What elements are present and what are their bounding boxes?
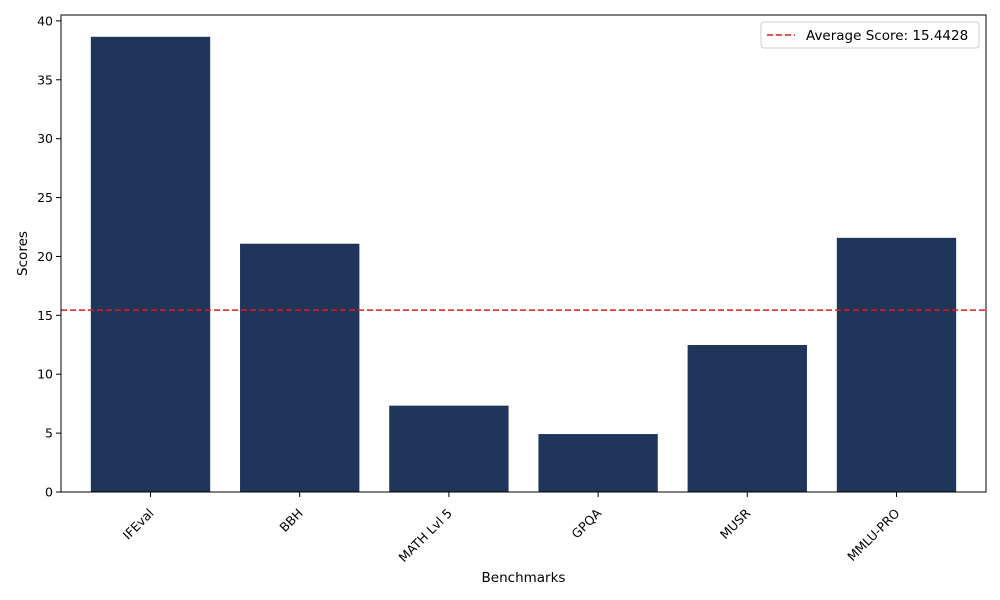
bar-bbh <box>240 243 360 492</box>
bar-mmlu-pro <box>836 237 957 492</box>
bar-musr <box>687 345 807 492</box>
bar-ifeval <box>90 36 211 493</box>
y-tick-label: 10 <box>37 367 53 382</box>
x-tick-label: IFEval <box>120 506 157 543</box>
x-tick-label: MMLU-PRO <box>844 505 903 564</box>
x-axis-ticks: IFEval BBH MATH Lvl 5 GPQA MUSR MMLU-PRO <box>120 492 903 565</box>
legend-label: Average Score: 15.4428 <box>806 28 968 44</box>
bars <box>90 36 957 493</box>
bar-gpqa <box>538 434 658 492</box>
plot-frame <box>60 14 987 493</box>
y-tick-label: 30 <box>37 131 53 146</box>
x-tick-label: MUSR <box>717 505 754 542</box>
y-axis-label: Scores <box>15 231 31 276</box>
x-tick-label: BBH <box>276 506 305 535</box>
y-tick-label: 25 <box>37 190 53 205</box>
bar-math-lvl-5 <box>389 405 509 492</box>
y-tick-label: 5 <box>45 426 53 441</box>
y-tick-label: 20 <box>37 249 53 264</box>
y-tick-label: 0 <box>45 485 53 500</box>
legend: Average Score: 15.4428 <box>760 21 980 49</box>
x-tick-label: MATH Lvl 5 <box>396 506 455 565</box>
x-axis-label: Benchmarks <box>482 570 566 586</box>
legend-box <box>760 21 980 49</box>
y-tick-label: 35 <box>37 72 53 87</box>
y-axis-ticks: 0 5 10 15 20 25 30 35 40 <box>37 13 61 500</box>
x-tick-label: GPQA <box>568 505 604 541</box>
y-tick-label: 40 <box>37 13 53 28</box>
y-tick-label: 15 <box>37 308 53 323</box>
